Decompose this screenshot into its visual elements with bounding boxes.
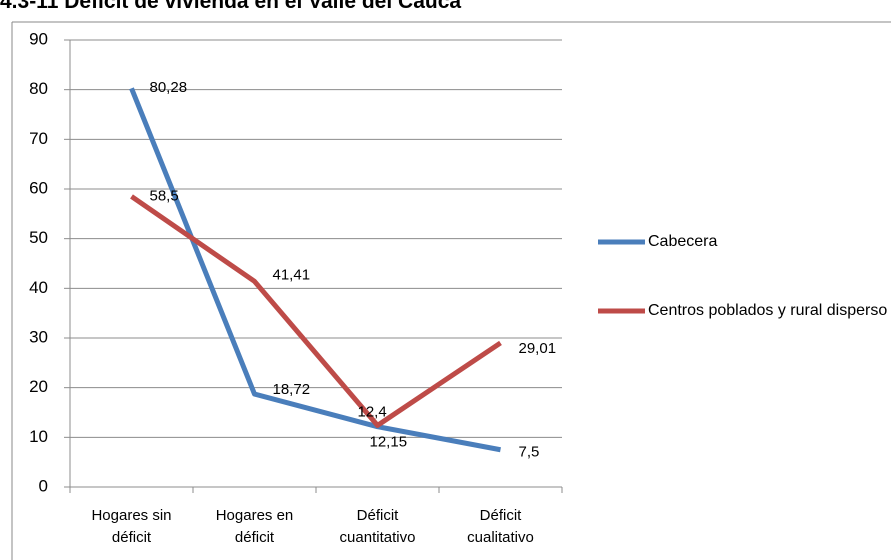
y-tick-label: 30 bbox=[29, 327, 48, 346]
y-tick-label: 90 bbox=[29, 29, 48, 48]
y-tick-label: 80 bbox=[29, 79, 48, 98]
y-tick-label: 40 bbox=[29, 278, 48, 297]
y-tick-label: 60 bbox=[29, 178, 48, 197]
data-label: 7,5 bbox=[519, 444, 540, 461]
x-tick-label: Hogares en déficit bbox=[215, 507, 294, 546]
data-label: 58,5 bbox=[150, 187, 179, 204]
y-tick-label: 50 bbox=[29, 228, 48, 247]
data-label: 12,15 bbox=[370, 434, 408, 451]
legend-label: Centros poblados y rural disperso bbox=[648, 302, 888, 319]
chart-title: 4.3-11 Déficit de vivienda en el Valle d… bbox=[0, 0, 462, 13]
data-label: 12,4 bbox=[358, 403, 387, 420]
data-label: 80,28 bbox=[150, 79, 188, 96]
x-tick-label: Déficit cualitativo bbox=[467, 507, 534, 546]
y-tick-label: 10 bbox=[29, 427, 48, 446]
data-label: 41,41 bbox=[273, 266, 311, 283]
series-line bbox=[130, 194, 502, 428]
y-tick-label: 20 bbox=[29, 377, 48, 396]
y-tick-label: 70 bbox=[29, 129, 48, 148]
data-label: 29,01 bbox=[519, 340, 557, 357]
legend-label: Cabecera bbox=[648, 233, 718, 250]
data-label: 18,72 bbox=[273, 381, 311, 398]
series-line bbox=[129, 87, 501, 453]
x-tick-label: Hogares sin déficit bbox=[91, 507, 172, 546]
y-tick-label: 0 bbox=[39, 476, 48, 495]
x-tick-label: Déficit cuantitativo bbox=[339, 507, 416, 546]
